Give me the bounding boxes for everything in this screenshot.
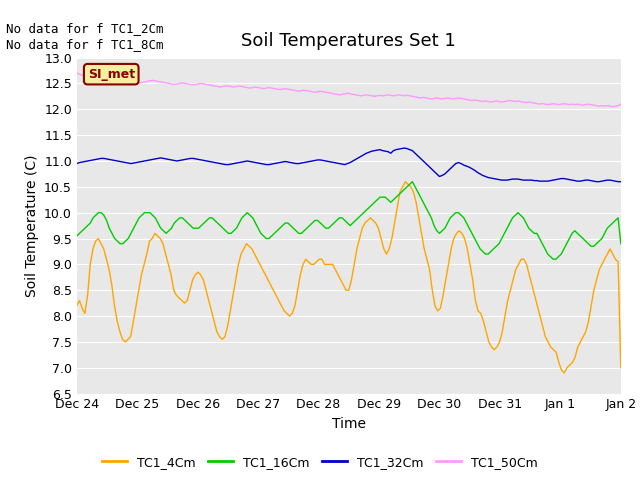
Text: No data for f TC1_2Cm: No data for f TC1_2Cm xyxy=(6,22,164,35)
X-axis label: Time: Time xyxy=(332,417,366,431)
Text: SI_met: SI_met xyxy=(88,68,135,81)
Legend: TC1_4Cm, TC1_16Cm, TC1_32Cm, TC1_50Cm: TC1_4Cm, TC1_16Cm, TC1_32Cm, TC1_50Cm xyxy=(97,451,543,474)
Text: No data for f TC1_8Cm: No data for f TC1_8Cm xyxy=(6,38,164,51)
Y-axis label: Soil Temperature (C): Soil Temperature (C) xyxy=(24,155,38,297)
Title: Soil Temperatures Set 1: Soil Temperatures Set 1 xyxy=(241,33,456,50)
